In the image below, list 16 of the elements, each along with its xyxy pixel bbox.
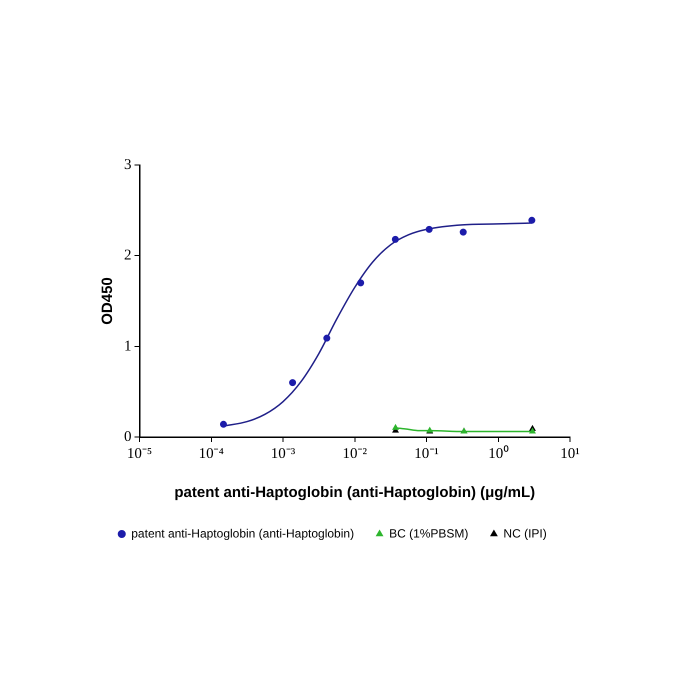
- y-tick-label: 1: [124, 338, 132, 354]
- y-tick-label: 2: [124, 248, 132, 264]
- legend-label: patent anti-Haptoglobin (anti-Haptoglobin): [131, 526, 354, 540]
- legend-label: BC (1%PBSM): [389, 526, 468, 540]
- y-tick-label: 0: [124, 428, 132, 445]
- x-tick-label: 10¹: [560, 446, 580, 462]
- x-tick-label: 10⁻¹: [414, 446, 439, 462]
- x-axis-title: patent anti-Haptoglobin (anti-Haptoglobin) (μg/mL): [174, 484, 536, 502]
- y-tick-label: 3: [124, 156, 132, 173]
- x-tick-label: 10⁰: [488, 444, 508, 462]
- legend-label: NC (IPI): [503, 526, 547, 540]
- x-tick-label: 10⁻⁴: [198, 446, 224, 462]
- x-tick-label: 10⁻²: [342, 446, 368, 462]
- y-axis-title: OD450: [99, 277, 116, 325]
- x-tick-label: 10⁻⁵: [126, 446, 152, 462]
- x-tick-label: 10⁻³: [270, 446, 296, 462]
